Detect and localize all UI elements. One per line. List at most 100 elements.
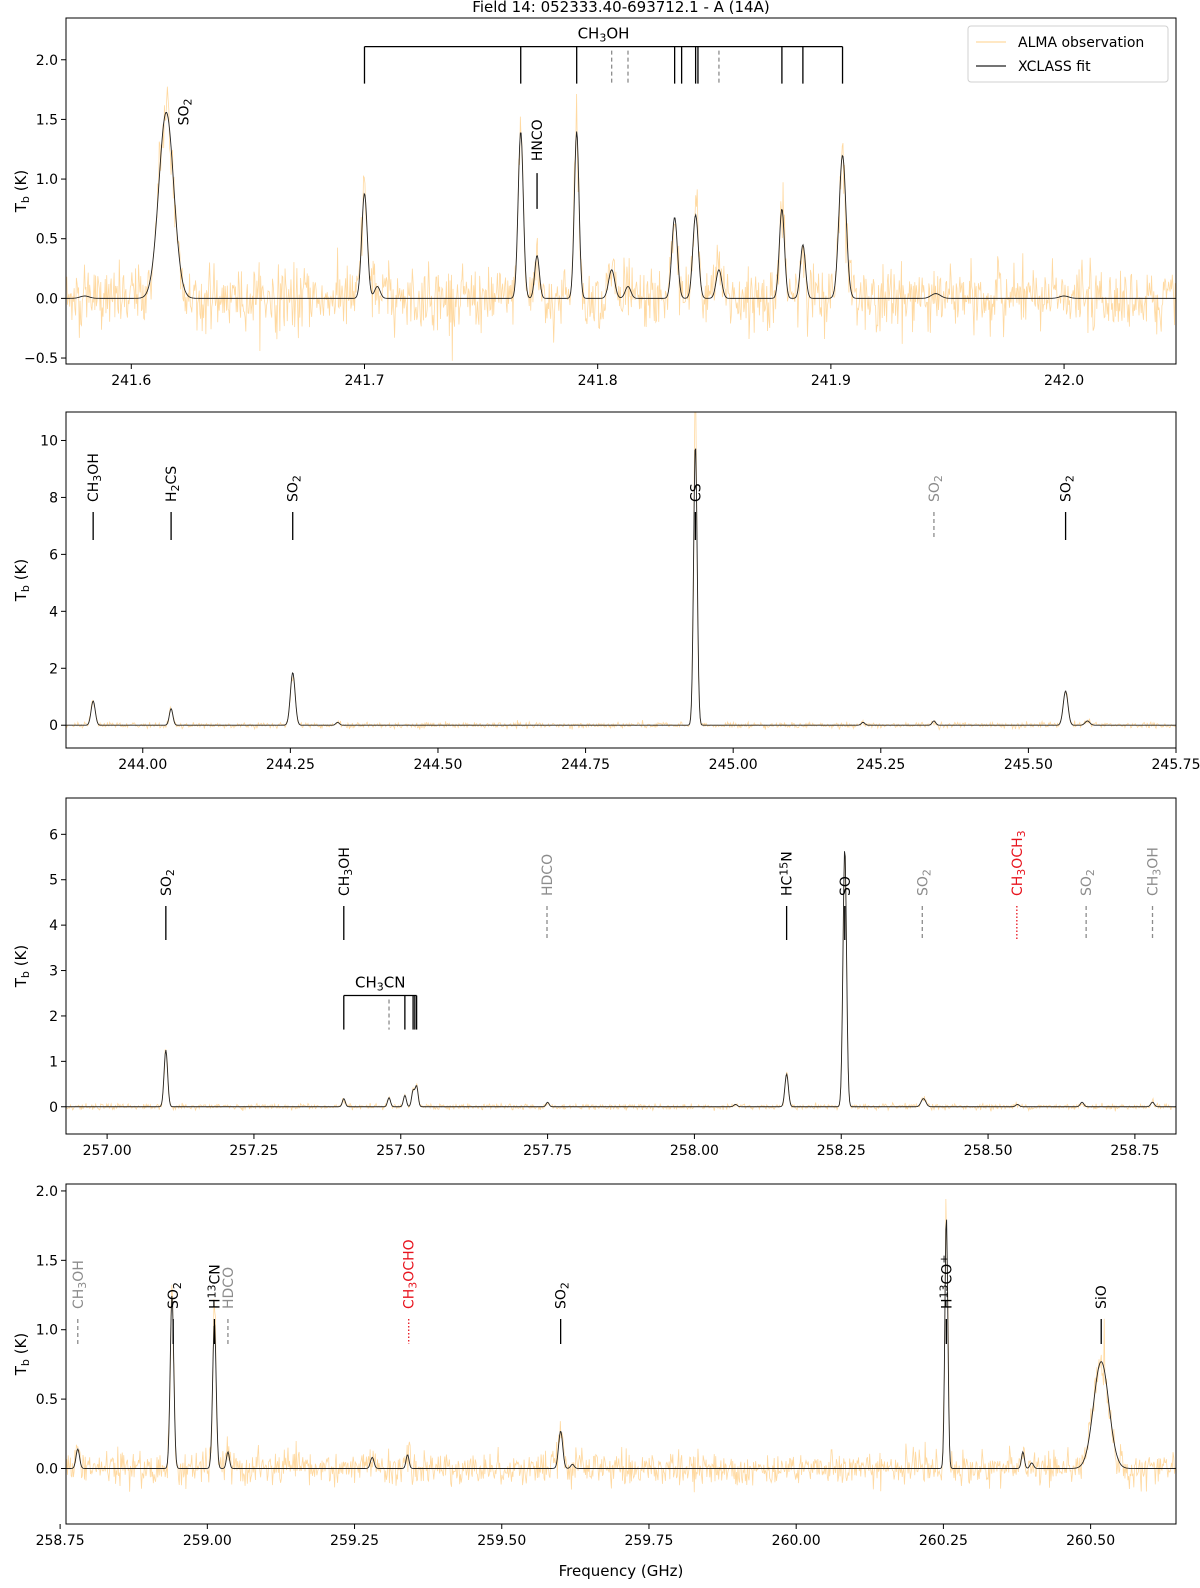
line-id-label: SiO xyxy=(1094,1285,1110,1309)
y-tick-label: 4 xyxy=(49,604,58,620)
y-tick-label: −0.5 xyxy=(24,351,58,367)
y-tick-label: 1 xyxy=(49,1054,58,1070)
x-tick-label: 244.00 xyxy=(118,757,167,773)
x-tick-label: 241.6 xyxy=(111,373,151,389)
line-id-label: CH3OCH3 xyxy=(1010,830,1028,896)
y-tick-label: 6 xyxy=(49,827,58,843)
x-tick-label: 259.75 xyxy=(624,1533,673,1549)
y-tick-label: 0.5 xyxy=(36,1392,58,1408)
line-id-label: CH3OH xyxy=(1146,847,1164,896)
x-tick-label: 258.75 xyxy=(1110,1143,1159,1159)
y-axis-label: Tb (K) xyxy=(12,945,32,988)
y-tick-label: 0 xyxy=(49,1100,58,1116)
panel-2: 244.00 244.25 244.50 244.75 245.00 245.25 245.… xyxy=(12,397,1200,773)
legend: ALMA observation XCLASS fit xyxy=(968,26,1168,82)
x-tick-label: 241.7 xyxy=(344,373,384,389)
line-id-label: HDCO xyxy=(221,1267,237,1309)
legend-entry: XCLASS fit xyxy=(1018,59,1091,75)
x-tick-label: 259.25 xyxy=(330,1533,379,1549)
line-id-label: SO2 xyxy=(554,1282,572,1309)
y-tick-label: 4 xyxy=(49,918,58,934)
group-label: CH3CN xyxy=(355,974,405,994)
line-id-label: CH3OH xyxy=(71,1260,89,1309)
x-tick-label: 260.50 xyxy=(1066,1533,1115,1549)
x-tick-label: 241.8 xyxy=(578,373,618,389)
y-tick-label: 3 xyxy=(49,964,58,980)
y-tick-label: 2.0 xyxy=(36,1184,58,1200)
line-id-label: H2CS xyxy=(164,466,182,502)
y-tick-label: 6 xyxy=(49,547,58,563)
y-tick-label: 2 xyxy=(49,1009,58,1025)
line-id-label: HC15N xyxy=(777,851,795,896)
line-id-label: SO2 xyxy=(1059,475,1077,502)
y-tick-label: 0.0 xyxy=(36,291,58,307)
y-tick-label: 0.5 xyxy=(36,232,58,248)
line-id-label: HDCO xyxy=(540,854,556,896)
series-xclass-fit-line xyxy=(66,112,1176,298)
x-tick-label: 260.00 xyxy=(772,1533,821,1549)
y-tick-label: 1.5 xyxy=(36,112,58,128)
line-id-label: SO2 xyxy=(927,475,945,502)
y-tick-label: 0.0 xyxy=(36,1461,58,1477)
panel-1: 241.6 241.7 241.8 241.9 242.0 −0.5 0.0 0.5 1.0 1.… xyxy=(12,18,1176,389)
y-tick-label: 1.0 xyxy=(36,172,58,188)
y-tick-label: 10 xyxy=(40,433,58,449)
y-tick-label: 1.5 xyxy=(36,1253,58,1269)
x-tick-label: 260.25 xyxy=(919,1533,968,1549)
x-tick-label: 245.75 xyxy=(1152,757,1200,773)
panel-4: 258.75 259.00 259.25 259.50 259.75 260.00 260.… xyxy=(12,1184,1176,1580)
line-id-label: CH3OCHO xyxy=(402,1239,420,1309)
figure-title: Field 14: 052333.40-693712.1 - A (14A) xyxy=(472,0,769,16)
y-tick-label: 2.0 xyxy=(36,53,58,69)
x-tick-label: 258.25 xyxy=(817,1143,866,1159)
legend-entry: ALMA observation xyxy=(1018,35,1144,51)
line-id-label: SO xyxy=(838,876,854,896)
series-alma-observation-line xyxy=(66,397,1176,729)
line-id-label: SO2 xyxy=(915,869,933,896)
x-tick-label: 259.00 xyxy=(183,1533,232,1549)
y-axis-label: Tb (K) xyxy=(12,170,32,213)
x-axis-label: Frequency (GHz) xyxy=(559,1562,684,1580)
x-tick-label: 245.50 xyxy=(1004,757,1053,773)
series-alma-observation-line xyxy=(66,87,1176,361)
y-tick-label: 1.0 xyxy=(36,1323,58,1339)
line-id-label: H13CO+ xyxy=(937,1254,955,1309)
series-xclass-fit-line xyxy=(66,449,1176,726)
x-tick-label: 244.25 xyxy=(266,757,315,773)
plot-frame xyxy=(66,412,1176,748)
x-tick-label: 241.9 xyxy=(811,373,851,389)
x-tick-label: 244.50 xyxy=(413,757,462,773)
y-tick-label: 5 xyxy=(49,873,58,889)
line-id-label: SO2 xyxy=(1079,869,1097,896)
y-tick-label: 0 xyxy=(49,718,58,734)
x-tick-label: 258.50 xyxy=(964,1143,1013,1159)
line-id-label: SO2 xyxy=(159,869,177,896)
x-tick-label: 259.50 xyxy=(477,1533,526,1549)
y-tick-label: 2 xyxy=(49,661,58,677)
y-axis-label: Tb (K) xyxy=(12,1333,32,1376)
x-tick-label: 245.00 xyxy=(709,757,758,773)
line-id-label: HNCO xyxy=(530,119,546,161)
x-tick-label: 245.25 xyxy=(856,757,905,773)
line-id-label: SO2 xyxy=(176,98,194,125)
y-tick-label: 8 xyxy=(49,490,58,506)
x-tick-label: 258.75 xyxy=(36,1533,85,1549)
group-label: CH3OH xyxy=(578,25,630,45)
x-tick-label: 257.75 xyxy=(523,1143,572,1159)
series-xclass-fit-line xyxy=(66,1220,1176,1469)
series-alma-observation-line xyxy=(66,1199,1176,1492)
x-tick-label: 258.00 xyxy=(670,1143,719,1159)
x-tick-label: 242.0 xyxy=(1044,373,1084,389)
line-id-label: CH3OH xyxy=(337,847,355,896)
x-tick-label: 257.50 xyxy=(376,1143,425,1159)
line-id-label: SO2 xyxy=(166,1282,184,1309)
x-tick-label: 257.00 xyxy=(83,1143,132,1159)
line-id-label: SO2 xyxy=(286,475,304,502)
y-axis-label: Tb (K) xyxy=(12,559,32,602)
line-id-label: CH3OH xyxy=(86,453,104,502)
line-id-label: CS xyxy=(688,483,704,502)
x-tick-label: 244.75 xyxy=(561,757,610,773)
